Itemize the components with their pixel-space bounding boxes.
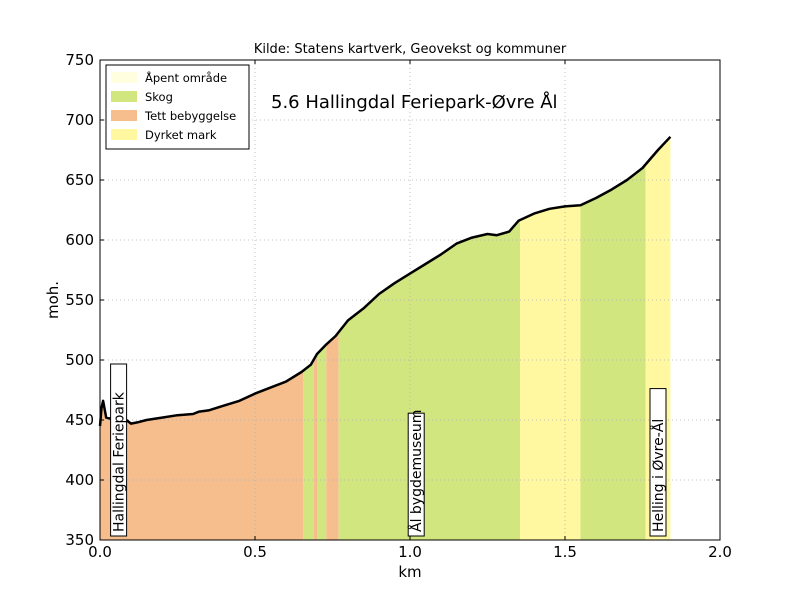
landcover-segment-tett-bebyggelse [326, 332, 338, 540]
y-tick-label: 550 [65, 291, 94, 309]
legend-label: Skog [145, 90, 173, 104]
x-axis-label: km [398, 563, 421, 581]
legend-swatch [111, 91, 137, 102]
place-label: Ål bygdemuseum [408, 410, 425, 536]
legend-swatch [111, 72, 137, 83]
y-tick-label: 450 [65, 411, 94, 429]
place-label: Hallingdal Feriepark [111, 364, 128, 536]
landcover-segment-skog [581, 164, 646, 540]
y-tick-label: 700 [65, 111, 94, 129]
source-text: Kilde: Statens kartverk, Geovekst og kom… [254, 42, 567, 57]
legend-swatch [111, 110, 137, 121]
place-label-text: Hallingdal Feriepark [112, 391, 128, 532]
y-tick-label: 600 [65, 231, 94, 249]
legend: Åpent område Skog Tett bebyggelse Dyrket ma… [106, 65, 249, 149]
landcover-segment-dyrket-mark [520, 205, 580, 540]
legend-label: Dyrket mark [145, 128, 217, 142]
place-label: Helling i Øvre-Ål [650, 389, 667, 536]
place-label-text: Ål bygdemuseum [408, 410, 425, 532]
landcover-segment-skog [303, 359, 314, 540]
x-tick-label: 2.0 [708, 543, 732, 561]
y-tick-label: 400 [65, 471, 94, 489]
legend-label: Åpent område [145, 70, 227, 85]
y-tick-label: 500 [65, 351, 94, 369]
legend-swatch [111, 129, 137, 140]
chart-title: 5.6 Hallingdal Feriepark-Øvre Ål [271, 91, 558, 113]
legend-label: Tett bebyggelse [144, 109, 236, 123]
x-tick-label: 1.0 [398, 543, 422, 561]
place-label-text: Helling i Øvre-Ål [650, 419, 667, 532]
y-tick-label: 750 [65, 51, 94, 69]
y-axis-label: moh. [44, 281, 62, 319]
y-tick-label: 650 [65, 171, 94, 189]
x-tick-label: 0.5 [243, 543, 267, 561]
x-tick-label: 1.5 [553, 543, 577, 561]
y-tick-label: 350 [65, 531, 94, 549]
landcover-segment-tett-bebyggelse [314, 354, 317, 540]
landcover-segment-skog [317, 344, 326, 540]
